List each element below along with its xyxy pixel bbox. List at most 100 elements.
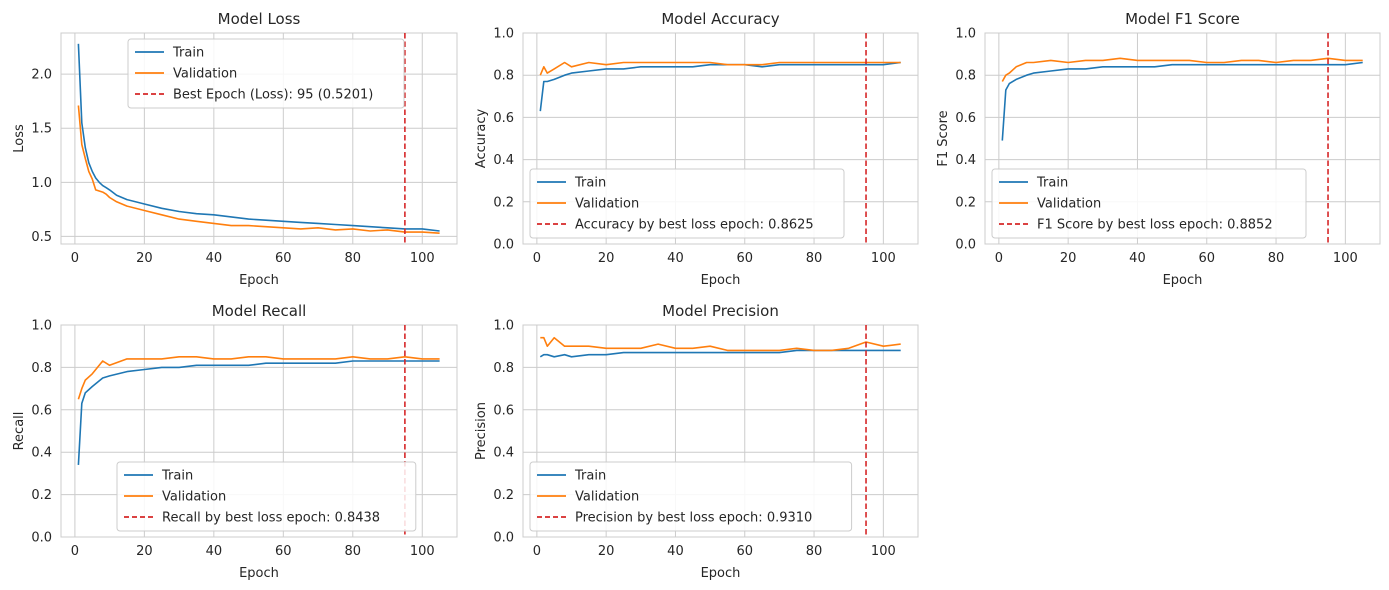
legend-label: Precision by best loss epoch: 0.9310 bbox=[575, 511, 812, 526]
x-axis-label: Epoch bbox=[701, 273, 741, 288]
x-tick-label: 20 bbox=[598, 251, 615, 266]
x-tick-label: 60 bbox=[736, 544, 753, 559]
chart-panel-3: 0 20 40 60 80 100 0.0 0.2 0.4 0.6 0.8 1.0 Model F1 S… bbox=[936, 10, 1381, 288]
y-tick-label: 0.8 bbox=[31, 361, 52, 376]
y-tick-label: 0.8 bbox=[955, 69, 976, 84]
x-tick-label: 40 bbox=[206, 544, 223, 559]
x-axis-label: Epoch bbox=[1163, 273, 1203, 288]
x-tick-label: 60 bbox=[275, 544, 292, 559]
chart-panel-2: 0 20 40 60 80 100 0.0 0.2 0.4 0.6 0.8 1.0 Model Accu… bbox=[474, 10, 919, 288]
x-axis-label: Epoch bbox=[701, 566, 741, 581]
legend: Train Validation Precision by best loss ep… bbox=[529, 461, 853, 532]
legend-box bbox=[116, 461, 417, 532]
x-tick-label: 80 bbox=[806, 544, 823, 559]
y-tick-label: 1.0 bbox=[493, 27, 514, 42]
legend-box bbox=[529, 461, 853, 532]
legend-label: Accuracy by best loss epoch: 0.8625 bbox=[575, 218, 814, 233]
y-tick-label: 0.6 bbox=[493, 403, 514, 418]
y-tick-label: 0.8 bbox=[493, 69, 514, 84]
series-line-train bbox=[77, 360, 440, 465]
x-tick-label: 60 bbox=[736, 251, 753, 266]
y-tick-label: 0.2 bbox=[955, 195, 976, 210]
y-tick-label: 0.6 bbox=[493, 111, 514, 126]
y-tick-label: 0.4 bbox=[955, 153, 976, 168]
legend-box bbox=[991, 168, 1307, 239]
x-tick-label: 100 bbox=[410, 251, 435, 266]
chart-panel-5: 0 20 40 60 80 100 0.0 0.2 0.4 0.6 0.8 1.0 Model Prec… bbox=[474, 302, 919, 581]
series-line-validation bbox=[77, 355, 440, 400]
x-tick-label: 40 bbox=[206, 251, 223, 266]
y-tick-label: 0.6 bbox=[31, 403, 52, 418]
legend-box bbox=[529, 168, 845, 239]
legend-label: Train bbox=[574, 176, 606, 191]
y-tick-label: 1.5 bbox=[31, 122, 52, 137]
y-tick-label: 1.0 bbox=[31, 319, 52, 334]
y-tick-label: 0.6 bbox=[955, 111, 976, 126]
chart-title: Model Recall bbox=[212, 302, 307, 320]
y-tick-label: 0.0 bbox=[493, 531, 514, 546]
chart-title: Model Loss bbox=[218, 10, 301, 28]
series-line-validation bbox=[1001, 57, 1363, 82]
x-tick-label: 20 bbox=[598, 544, 615, 559]
legend-label: Train bbox=[172, 46, 204, 61]
series-line-train bbox=[539, 61, 901, 112]
legend: Train Validation F1 Score by best loss epo… bbox=[991, 168, 1307, 239]
x-tick-label: 20 bbox=[1060, 251, 1077, 266]
x-tick-label: 0 bbox=[71, 544, 79, 559]
x-tick-label: 80 bbox=[345, 544, 362, 559]
y-tick-label: 0.4 bbox=[493, 153, 514, 168]
x-tick-label: 80 bbox=[1268, 251, 1285, 266]
x-tick-label: 0 bbox=[533, 251, 541, 266]
x-tick-label: 100 bbox=[871, 251, 896, 266]
legend-label: Validation bbox=[173, 67, 237, 82]
chart-title: Model Accuracy bbox=[661, 10, 779, 28]
x-tick-label: 100 bbox=[410, 544, 435, 559]
y-tick-label: 0.4 bbox=[31, 446, 52, 461]
series-line-validation bbox=[77, 105, 440, 234]
series-line-train bbox=[1001, 61, 1363, 141]
series-line-validation bbox=[539, 61, 901, 76]
legend-label: Validation bbox=[575, 197, 639, 212]
x-axis-label: Epoch bbox=[239, 273, 279, 288]
y-axis-label: F1 Score bbox=[936, 110, 951, 166]
legend-label: Recall by best loss epoch: 0.8438 bbox=[162, 511, 380, 526]
legend: Train Validation Recall by best loss epoch… bbox=[116, 461, 417, 532]
y-tick-label: 0.4 bbox=[493, 446, 514, 461]
legend-label: Train bbox=[161, 469, 193, 484]
y-axis-label: Loss bbox=[12, 124, 27, 153]
y-tick-label: 0.8 bbox=[493, 361, 514, 376]
legend-label: Train bbox=[574, 469, 606, 484]
x-tick-label: 60 bbox=[1198, 251, 1215, 266]
y-tick-label: 1.0 bbox=[955, 27, 976, 42]
x-tick-label: 60 bbox=[275, 251, 292, 266]
x-tick-label: 100 bbox=[1333, 251, 1358, 266]
y-axis-label: Precision bbox=[474, 402, 489, 460]
chart-panel-4: 0 20 40 60 80 100 0.0 0.2 0.4 0.6 0.8 1.0 Model Reca… bbox=[12, 302, 458, 581]
y-axis-label: Accuracy bbox=[474, 109, 489, 169]
x-tick-label: 80 bbox=[806, 251, 823, 266]
x-tick-label: 0 bbox=[533, 544, 541, 559]
x-tick-label: 100 bbox=[871, 544, 896, 559]
legend-label: Validation bbox=[575, 490, 639, 505]
chart-title: Model Precision bbox=[662, 302, 779, 320]
chart-title: Model F1 Score bbox=[1125, 10, 1240, 28]
y-axis-label: Recall bbox=[12, 412, 27, 451]
y-tick-label: 0.0 bbox=[493, 238, 514, 253]
x-axis-label: Epoch bbox=[239, 566, 279, 581]
y-tick-label: 0.2 bbox=[493, 195, 514, 210]
x-tick-label: 0 bbox=[71, 251, 79, 266]
legend-label: Best Epoch (Loss): 95 (0.5201) bbox=[173, 88, 373, 103]
y-tick-label: 1.0 bbox=[493, 319, 514, 334]
x-tick-label: 20 bbox=[136, 251, 153, 266]
legend-label: Train bbox=[1036, 176, 1068, 191]
x-tick-label: 40 bbox=[667, 544, 684, 559]
legend: Train Validation Accuracy by best loss epo… bbox=[529, 168, 845, 239]
legend-box bbox=[127, 38, 405, 109]
x-tick-label: 40 bbox=[1129, 251, 1146, 266]
x-tick-label: 40 bbox=[667, 251, 684, 266]
x-tick-label: 20 bbox=[136, 544, 153, 559]
legend-label: Validation bbox=[1037, 197, 1101, 212]
y-tick-label: 0.0 bbox=[31, 531, 52, 546]
y-tick-label: 0.2 bbox=[493, 488, 514, 503]
